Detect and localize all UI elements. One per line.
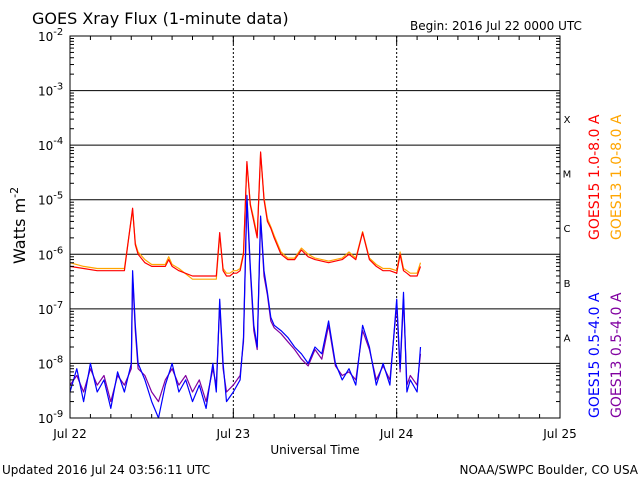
series-layer [69,151,422,419]
x-tick-label: Jul 22 [52,427,87,441]
flare-class-layer: A B C M X [563,115,572,344]
grid-layer [70,36,560,418]
legend-entry: GOES13 0.5-4.0 A [609,292,625,418]
y-tick-label: 10-4 [38,136,63,153]
x-tick-label: Jul 25 [542,427,577,441]
flare-class-label: M [563,170,572,181]
x-tick-label: Jul 24 [379,427,414,441]
y-tick-label: 10-8 [38,354,63,371]
flare-class-label: X [564,115,571,126]
legend: GOES15 1.0-8.0 A GOES13 1.0-8.0 A GOES15 0… [587,114,625,418]
y-tick-label: 10-7 [38,300,63,317]
series-line [69,199,422,403]
y-tick-label: 10-9 [38,409,63,426]
x-tick-label: Jul 23 [216,427,251,441]
y-tick-label: 10-5 [38,191,63,208]
series-line [69,194,422,419]
y-axis-label-main: Watts m [10,198,29,264]
y-axis-label-text: Watts m-2 [8,187,29,264]
flare-class-label: B [564,279,571,290]
y-axis-label: Watts m-2 [8,187,29,264]
y-tick-label: 10-3 [38,82,63,99]
flare-class-label: A [564,333,571,344]
begin-label: Begin: 2016 Jul 22 0000 UTC [410,19,582,33]
noaa-footer: NOAA/SWPC Boulder, CO USA [460,463,639,477]
y-tick-layer: 10-9 10-8 10-7 10-6 10-5 10-4 10-3 10-2 [38,27,560,426]
legend-entry: GOES15 0.5-4.0 A [587,292,603,418]
y-tick-label: 10-2 [38,27,63,44]
y-tick-label: 10-6 [38,245,63,262]
updated-footer: Updated 2016 Jul 24 03:56:11 UTC [2,463,210,477]
legend-entry: GOES13 1.0-8.0 A [609,114,625,240]
legend-entry: GOES15 1.0-8.0 A [587,114,603,240]
flare-class-label: C [564,224,571,235]
y-axis-label-superscript: -2 [8,187,21,198]
chart-title: GOES Xray Flux (1-minute data) [32,9,289,28]
x-tick-layer: Jul 22 Jul 23 Jul 24 Jul 25 [52,36,577,441]
x-axis-label: Universal Time [270,443,359,457]
series-line [69,151,422,277]
plot-frame [69,35,561,419]
